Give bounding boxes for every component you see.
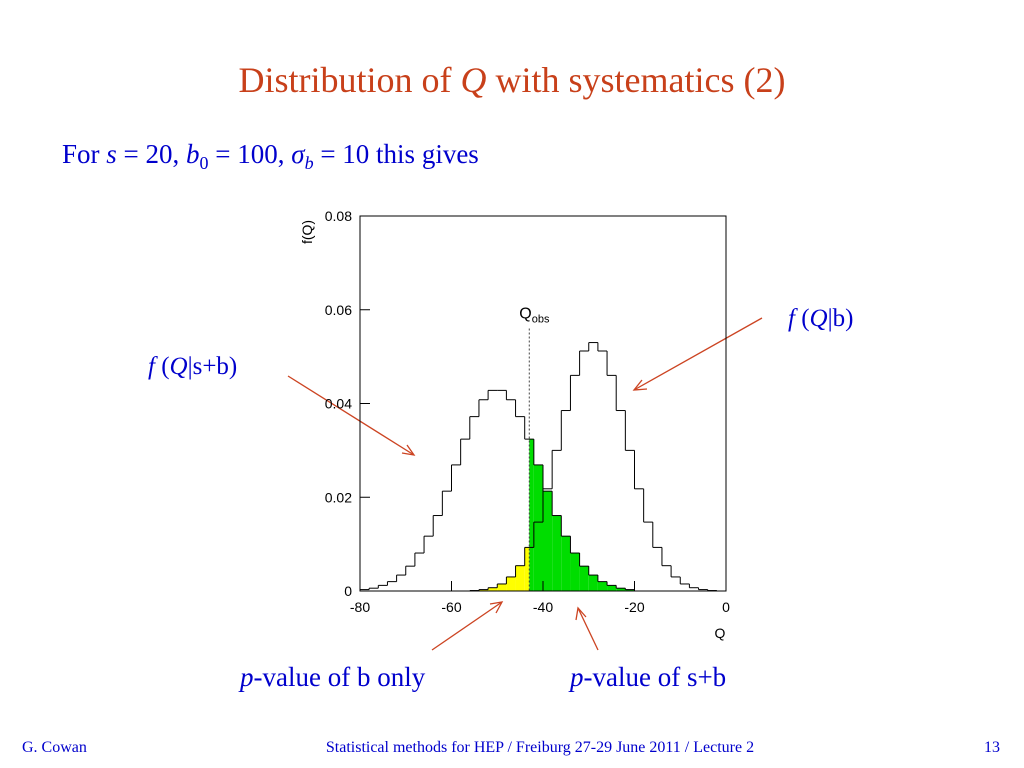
y-tick-label: 0.04 xyxy=(325,396,352,412)
pvalue-sb: p-value of s+b xyxy=(568,662,726,692)
bin-fill xyxy=(588,575,598,591)
y-tick-label: 0.06 xyxy=(325,302,352,318)
label-part: p xyxy=(568,662,584,692)
bin-fill xyxy=(561,536,571,591)
arrows xyxy=(287,317,763,651)
label-part: |s+b) xyxy=(188,353,238,380)
x-tick-label: -80 xyxy=(350,599,370,615)
bin-fill xyxy=(515,565,525,591)
label-part: Q xyxy=(810,305,828,332)
subtitle: For s = 20, b0 = 100, σb = 10 this gives xyxy=(62,139,479,173)
arrow xyxy=(577,607,599,651)
subtitle-part: = 20, xyxy=(117,139,186,169)
y-tick-label: 0 xyxy=(344,583,352,599)
label-b: f (Q|b) xyxy=(788,305,853,332)
subtitle-part: σ xyxy=(291,139,306,169)
bin-fill xyxy=(488,587,498,591)
label-part: f xyxy=(148,353,158,380)
footer-left: G. Cowan xyxy=(22,739,87,756)
bin-fill xyxy=(607,585,617,591)
arrow xyxy=(287,375,415,456)
bin-fill xyxy=(478,589,489,591)
arrowhead xyxy=(401,444,416,456)
label-part: |b) xyxy=(828,305,854,332)
title-part: Distribution of xyxy=(239,60,461,100)
subtitle-part: = 10 this gives xyxy=(314,139,479,169)
bin-fill xyxy=(529,439,534,591)
x-tick-label: -40 xyxy=(533,599,553,615)
bin-fill xyxy=(616,588,626,591)
y-tick-label: 0.08 xyxy=(325,208,352,224)
arrowhead xyxy=(489,601,504,614)
plot: Qobs -80 -60 -40 -20 0 0 0.02 0.04 0.06 0.08 Qf(Q) xyxy=(299,208,730,641)
y-tick-label: 0.02 xyxy=(325,489,352,505)
qobs-sub: obs xyxy=(532,314,550,326)
subtitle-part: For xyxy=(62,139,106,169)
bin-fill xyxy=(497,583,507,591)
subtitle-part: b xyxy=(186,139,200,169)
label-part: Q xyxy=(170,353,188,380)
bin-fill xyxy=(543,491,553,591)
bin-fill xyxy=(625,589,635,591)
bin-fill xyxy=(570,553,580,591)
label-sb: f (Q|s+b) xyxy=(148,353,237,380)
bin-fill xyxy=(506,576,516,591)
x-axis-label: Q xyxy=(715,625,726,641)
label-part: ( xyxy=(795,305,810,332)
slide-title: Distribution of Q with systematics (2) xyxy=(239,60,786,100)
label-part: ( xyxy=(155,353,170,380)
subtitle-part: s xyxy=(106,139,117,169)
title-part: with systematics (2) xyxy=(487,60,786,100)
qobs-main: Q xyxy=(519,306,531,323)
arrowhead xyxy=(632,379,648,391)
arrowhead xyxy=(575,606,587,621)
title-part: Q xyxy=(461,60,487,100)
x-tick-label: -20 xyxy=(624,599,644,615)
subtitle-part: b xyxy=(305,153,314,173)
bin-fill xyxy=(597,581,608,591)
label-part: f xyxy=(788,305,798,332)
y-axis-label: f(Q) xyxy=(299,220,315,244)
label-part: p xyxy=(238,662,254,692)
page-number: 13 xyxy=(984,739,1000,756)
label-part: -value of s+b xyxy=(584,662,727,692)
footer-center: Statistical methods for HEP / Freiburg 2… xyxy=(326,739,754,756)
x-tick-label: -60 xyxy=(441,599,461,615)
bin-fill xyxy=(524,547,530,591)
pvalue-b: p-value of b only xyxy=(238,662,426,692)
bin-fill xyxy=(579,566,589,591)
arrow xyxy=(431,601,503,651)
arrow xyxy=(633,317,763,391)
subtitle-part: = 100, xyxy=(209,139,292,169)
qobs-label: Qobs xyxy=(519,306,550,326)
bin-fill xyxy=(552,515,562,591)
subtitle-part: 0 xyxy=(200,153,209,173)
label-part: -value of b only xyxy=(254,662,426,692)
x-tick-label: 0 xyxy=(722,599,730,615)
bin-fill xyxy=(533,464,543,591)
